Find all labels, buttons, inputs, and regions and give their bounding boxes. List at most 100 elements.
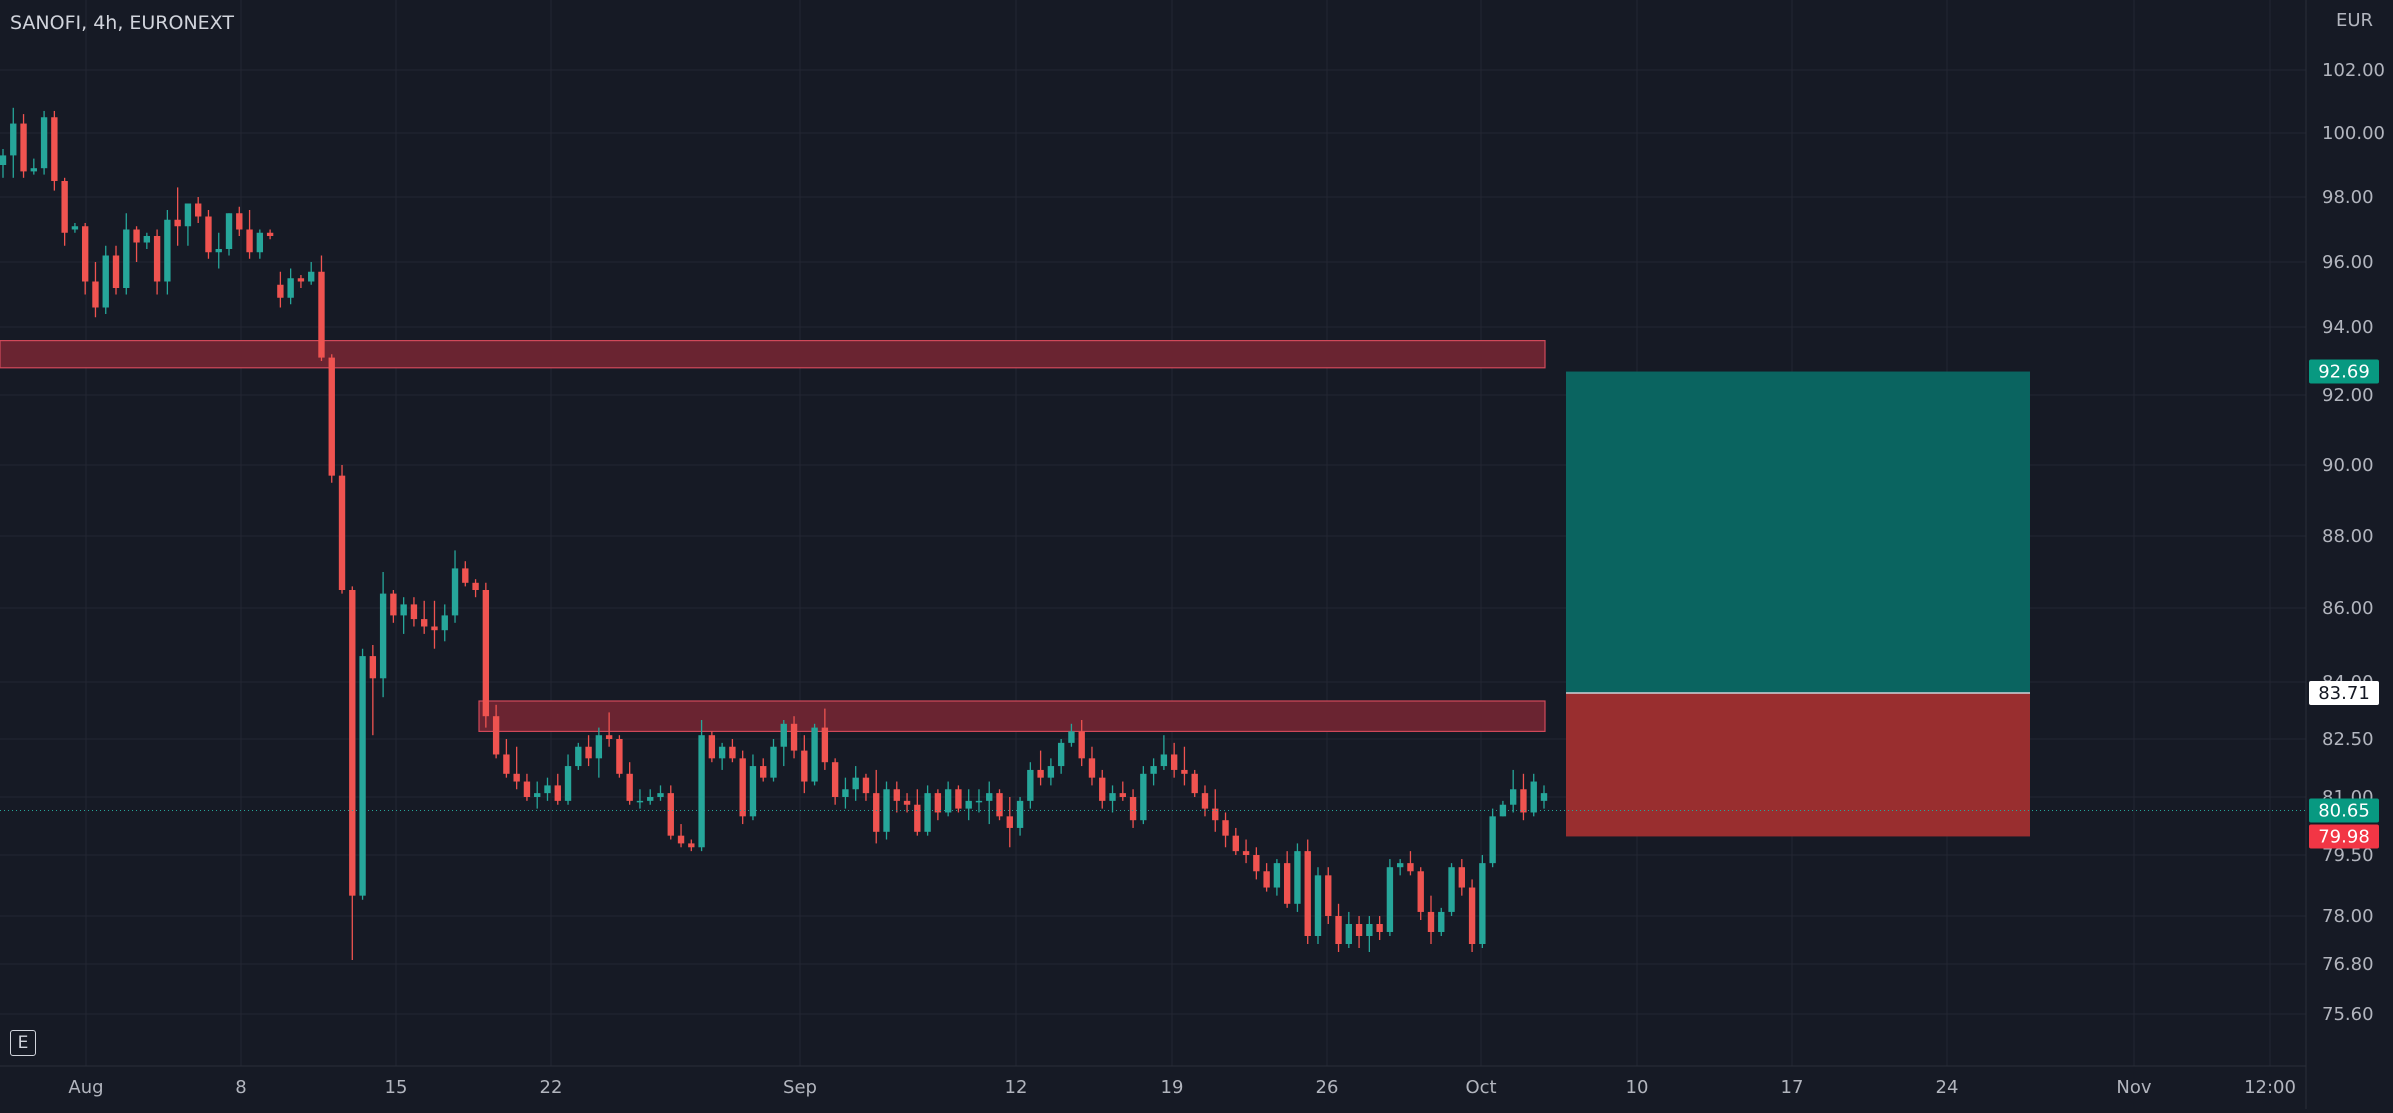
candle[interactable] xyxy=(1160,735,1168,770)
candle[interactable] xyxy=(1057,739,1065,774)
candle[interactable] xyxy=(1366,916,1373,952)
candle[interactable] xyxy=(236,206,243,236)
candle[interactable] xyxy=(1232,827,1239,855)
candle[interactable] xyxy=(842,777,849,809)
candle[interactable] xyxy=(1458,859,1465,896)
candle[interactable] xyxy=(1396,859,1404,876)
candle[interactable] xyxy=(61,177,68,246)
candle[interactable] xyxy=(1006,797,1013,848)
candle[interactable] xyxy=(277,271,284,308)
candle[interactable] xyxy=(318,255,325,362)
candle[interactable] xyxy=(1242,839,1250,864)
candle[interactable] xyxy=(739,750,746,825)
candle[interactable] xyxy=(462,561,469,587)
candle[interactable] xyxy=(1355,916,1363,948)
candle[interactable] xyxy=(1468,879,1476,952)
candle[interactable] xyxy=(308,262,315,285)
candle[interactable] xyxy=(256,229,264,259)
candle[interactable] xyxy=(184,203,192,246)
candle[interactable] xyxy=(1068,723,1075,747)
candle[interactable] xyxy=(564,754,572,805)
candle[interactable] xyxy=(1417,867,1424,920)
candle[interactable] xyxy=(338,465,346,594)
candle[interactable] xyxy=(1304,839,1311,944)
candle[interactable] xyxy=(708,731,716,763)
candle[interactable] xyxy=(400,597,407,634)
candle[interactable] xyxy=(410,597,418,627)
candle[interactable] xyxy=(1099,769,1106,809)
candle[interactable] xyxy=(215,232,222,269)
candle[interactable] xyxy=(1314,867,1322,944)
candle[interactable] xyxy=(831,758,839,805)
candle[interactable] xyxy=(893,781,900,813)
candle[interactable] xyxy=(1253,847,1260,880)
price-axis-label[interactable]: 80.65 xyxy=(2309,798,2379,823)
resistance-zone[interactable] xyxy=(0,340,1546,369)
candle[interactable] xyxy=(1016,797,1024,836)
candle[interactable] xyxy=(1509,769,1517,813)
candle[interactable] xyxy=(749,754,757,821)
candle[interactable] xyxy=(1037,750,1044,786)
candle[interactable] xyxy=(1386,859,1394,936)
candle[interactable] xyxy=(205,210,212,259)
candle[interactable] xyxy=(1325,867,1332,924)
candle[interactable] xyxy=(770,739,777,782)
candle[interactable] xyxy=(534,781,541,809)
candle[interactable] xyxy=(266,229,274,240)
candle[interactable] xyxy=(554,773,561,805)
candle[interactable] xyxy=(1109,785,1116,813)
candle[interactable] xyxy=(760,758,767,782)
candle[interactable] xyxy=(1407,851,1414,876)
candle[interactable] xyxy=(0,149,7,178)
candle[interactable] xyxy=(934,789,942,821)
candle[interactable] xyxy=(451,550,459,623)
candle[interactable] xyxy=(1170,742,1178,778)
candle[interactable] xyxy=(1181,746,1188,786)
candle[interactable] xyxy=(112,245,120,295)
candle[interactable] xyxy=(873,769,880,844)
candle[interactable] xyxy=(790,716,798,759)
candle[interactable] xyxy=(1540,785,1548,809)
candle[interactable] xyxy=(359,648,366,900)
candle[interactable] xyxy=(575,742,582,770)
candle[interactable] xyxy=(390,590,397,623)
price-axis-label[interactable]: 92.69 xyxy=(2309,359,2379,384)
candle[interactable] xyxy=(297,275,305,288)
candle[interactable] xyxy=(1438,907,1445,936)
candle[interactable] xyxy=(1345,911,1352,948)
candle[interactable] xyxy=(636,789,644,809)
candle[interactable] xyxy=(595,727,603,778)
candle[interactable] xyxy=(1283,851,1291,908)
candle[interactable] xyxy=(246,210,253,259)
candle[interactable] xyxy=(944,781,952,817)
candle[interactable] xyxy=(657,785,664,801)
candle[interactable] xyxy=(421,600,428,634)
candle[interactable] xyxy=(1479,855,1486,948)
candle[interactable] xyxy=(482,582,490,728)
candle[interactable] xyxy=(133,226,140,262)
candle[interactable] xyxy=(82,223,89,295)
candle[interactable] xyxy=(605,712,613,747)
candle[interactable] xyxy=(492,704,500,759)
price-axis-label[interactable]: 83.71 xyxy=(2309,681,2379,706)
candle[interactable] xyxy=(513,746,520,790)
scale-mode-button[interactable]: E xyxy=(10,1030,36,1056)
candle[interactable] xyxy=(986,781,993,825)
candle[interactable] xyxy=(955,785,962,813)
candle[interactable] xyxy=(1489,808,1496,868)
candle[interactable] xyxy=(1427,895,1435,944)
candle[interactable] xyxy=(503,739,510,778)
candle[interactable] xyxy=(1499,800,1507,817)
candle[interactable] xyxy=(40,110,48,175)
candle[interactable] xyxy=(852,766,859,801)
candle[interactable] xyxy=(1335,903,1342,952)
candle[interactable] xyxy=(10,107,17,178)
candle[interactable] xyxy=(1119,781,1126,801)
candle[interactable] xyxy=(544,777,551,801)
candle[interactable] xyxy=(811,723,818,786)
resistance-zone[interactable] xyxy=(478,700,1546,732)
price-axis-label[interactable]: 79.98 xyxy=(2309,824,2379,849)
candle[interactable] xyxy=(143,232,151,249)
